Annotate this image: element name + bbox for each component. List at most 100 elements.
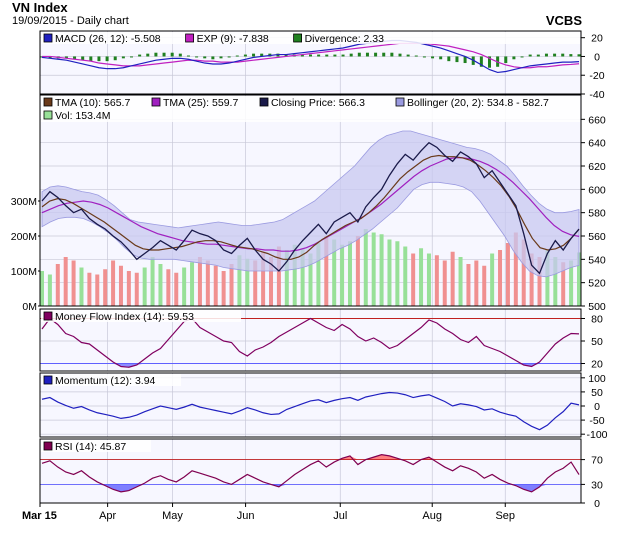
volume-bar: [134, 272, 139, 306]
volume-bar: [47, 274, 52, 306]
mfi-line: [41, 317, 580, 368]
macd-divergence-bar: [544, 53, 548, 57]
macd-divergence-bar: [325, 54, 329, 57]
macd-ytick-label: 20: [591, 33, 603, 45]
volume-bar: [269, 257, 274, 306]
volume-bar: [118, 265, 123, 306]
volume-bar: [79, 267, 84, 306]
volume-bar: [577, 252, 581, 306]
rsi-ytick-label: 70: [591, 455, 603, 467]
macd-line: [41, 39, 580, 74]
volume-bar: [553, 257, 558, 306]
price-ytick-label: 560: [588, 231, 606, 243]
volume-bar: [442, 260, 447, 306]
macd-divergence-bar: [349, 53, 353, 57]
volume-bar: [95, 274, 100, 306]
volume-bar: [347, 241, 352, 306]
macd-divergence-bar: [536, 54, 540, 57]
macd-legend-label: EXP (9): -7.838: [197, 33, 269, 45]
price-legend-swatch: [395, 97, 405, 107]
bollinger-band: [41, 130, 580, 278]
volume-bar: [197, 257, 202, 306]
momentum-legend-bg: [41, 374, 181, 386]
volume-bar: [411, 253, 416, 306]
momentum-ytick-label: 100: [588, 373, 606, 385]
macd-divergence-bar: [81, 56, 85, 61]
volume-bar: [292, 244, 297, 306]
macd-divergence-bar: [365, 52, 369, 57]
x-axis-label: Apr: [99, 510, 116, 522]
price-legend-label: TMA (10): 565.7: [55, 97, 130, 109]
macd-divergence-bar: [447, 56, 451, 62]
volume-tick-label: 300M: [11, 196, 37, 208]
tma10-line: [41, 154, 580, 260]
macd-divergence-bar: [504, 56, 508, 64]
mfi-oversold-fill: [42, 363, 579, 368]
macd-divergence-bar: [479, 56, 483, 67]
macd-ytick-label: 0: [594, 51, 600, 63]
macd-divergence-bar: [195, 56, 199, 58]
price-ytick-label: 660: [588, 114, 606, 126]
momentum-ytick-label: 0: [594, 401, 600, 413]
volume-bar: [466, 264, 471, 306]
volume-bar: [521, 239, 526, 306]
price-frame: [39, 94, 582, 307]
closing-price-line: [41, 141, 580, 275]
volume-bar: [529, 253, 534, 306]
momentum-legend-swatch: [43, 375, 53, 385]
macd-divergence-bar: [243, 54, 247, 57]
macd-divergence-bar: [121, 56, 125, 59]
volume-bar: [537, 257, 542, 306]
macd-divergence-bar: [260, 53, 264, 57]
volume-bar: [355, 236, 360, 306]
price-legend-bg: [41, 96, 580, 122]
macd-divergence-bar: [252, 53, 256, 57]
macd-divergence-bar: [406, 54, 410, 57]
volume-bar: [474, 260, 479, 306]
momentum-ytick-label: 50: [591, 387, 603, 399]
volume-bar: [229, 264, 234, 306]
macd-legend-swatch: [43, 33, 53, 43]
price-ytick-label: 520: [588, 278, 606, 290]
macd-divergence-bar: [284, 54, 288, 57]
price-ytick-label: 580: [588, 208, 606, 220]
mfi-legend-swatch: [43, 311, 53, 321]
macd-divergence-bar: [520, 56, 524, 58]
tma25-line: [41, 157, 580, 252]
volume-bar: [237, 255, 242, 306]
volume-bar: [190, 262, 195, 306]
volume-bar: [505, 243, 510, 306]
macd-divergence-bar: [390, 52, 394, 57]
volume-bar: [300, 248, 305, 306]
volume-bar: [174, 272, 179, 306]
rsi-legend-swatch: [43, 441, 53, 451]
macd-divergence-bar: [178, 53, 182, 57]
volume-bar: [498, 250, 503, 306]
volume-bar: [458, 257, 463, 306]
price-legend-swatch: [259, 97, 269, 107]
price-legend-label: Closing Price: 566.3: [271, 97, 365, 109]
macd-divergence-bar: [300, 54, 304, 57]
price-legend-label: Vol: 153.4M: [55, 110, 110, 122]
volume-bar: [158, 264, 163, 306]
price-legend-label: Bollinger (20, 2): 534.8 - 582.7: [407, 97, 549, 109]
volume-tick-label: 200M: [11, 231, 37, 243]
volume-bar: [245, 258, 250, 306]
macd-divergence-bar: [162, 52, 166, 57]
volume-bar: [419, 248, 424, 306]
price-legend-swatch: [43, 110, 53, 120]
volume-bar: [379, 234, 384, 306]
macd-divergence-bar: [97, 56, 101, 62]
x-axis-label: Aug: [422, 510, 442, 522]
macd-divergence-bar: [333, 54, 337, 57]
macd-divergence-bar: [227, 56, 231, 58]
rsi-legend-bg: [41, 440, 151, 452]
rsi-legend-label: RSI (14): 45.87: [55, 441, 126, 453]
volume-bar: [434, 255, 439, 306]
momentum-legend-label: Momentum (12): 3.94: [55, 375, 156, 387]
volume-bar: [221, 271, 226, 306]
momentum-ytick-label: -50: [589, 415, 604, 427]
volume-bar: [55, 264, 60, 306]
rsi-ytick-label: 0: [594, 498, 600, 510]
